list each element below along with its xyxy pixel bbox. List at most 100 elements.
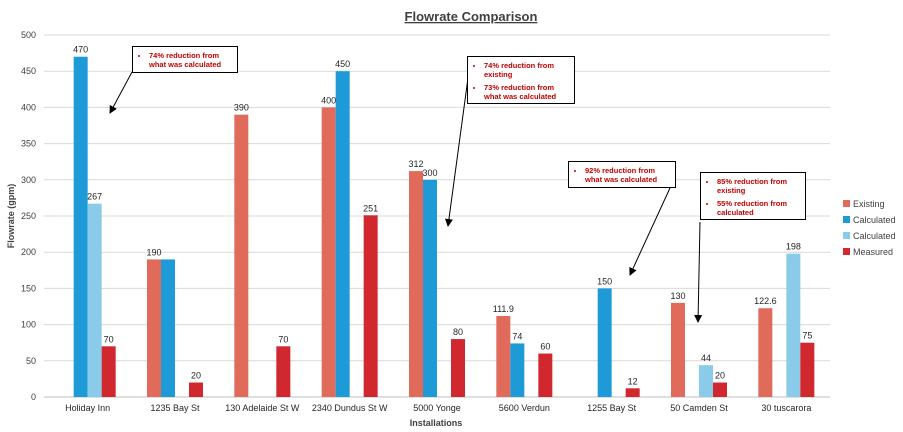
annotation-box-3: 92% reduction from what was calculated — [568, 161, 676, 188]
bar — [451, 339, 465, 397]
y-tick-label: 500 — [21, 30, 36, 40]
bar — [510, 343, 525, 397]
bar-value-label: 150 — [597, 276, 612, 286]
bar-value-label: 312 — [408, 159, 423, 169]
x-tick-label: 30 tuscarora — [761, 403, 811, 413]
bar-value-label: 198 — [786, 242, 801, 252]
bar — [335, 71, 350, 397]
bar — [786, 253, 801, 397]
bar-value-label: 20 — [715, 371, 725, 381]
chart-title: Flowrate Comparison — [405, 9, 538, 24]
legend-swatch — [843, 232, 850, 239]
bar-value-label: 75 — [802, 331, 812, 341]
bar — [189, 382, 203, 397]
y-tick-label: 450 — [21, 66, 36, 76]
annotation-line: 74% reduction from existing — [484, 61, 568, 80]
annotation-arrows — [109, 71, 703, 323]
bar — [671, 302, 685, 397]
annotation-box-2: 74% reduction from existing 73% reductio… — [467, 56, 575, 104]
bar — [147, 259, 161, 397]
annotation-arrow-1 — [109, 71, 133, 114]
bar — [597, 288, 612, 397]
bar — [423, 179, 437, 397]
bars — [73, 56, 815, 398]
bar — [363, 215, 378, 397]
bar-value-label: 111.9 — [493, 304, 514, 314]
bar — [409, 171, 423, 397]
y-tick-label: 0 — [31, 392, 36, 402]
bar-value-label: 251 — [363, 203, 378, 213]
y-tick-label: 100 — [21, 320, 36, 330]
annotation-arrow-4 — [694, 221, 703, 323]
annotation-box-1: 74% reduction from what was calculated — [132, 46, 238, 73]
legend: Existing Calculated Calculated Measured — [843, 199, 896, 257]
x-tick-label: 130 Adelaide St W — [225, 403, 300, 413]
bar — [496, 315, 511, 397]
x-tick-label: 5600 Verdun — [499, 403, 550, 413]
legend-label: Calculated — [853, 231, 896, 241]
bar-value-label: 122.6 — [754, 296, 777, 306]
legend-swatch — [843, 200, 850, 207]
bar-value-label: 300 — [422, 168, 437, 178]
legend-label: Calculated — [853, 215, 896, 225]
legend-swatch — [843, 248, 850, 255]
bar — [101, 346, 116, 397]
bar — [276, 346, 291, 397]
y-tick-label: 200 — [21, 247, 36, 257]
annotation-arrow-3 — [629, 187, 671, 276]
y-axis-title: Flowrate (gpm) — [6, 184, 16, 249]
x-tick-labels: Holiday Inn 1235 Bay St 130 Adelaide St W 2… — [65, 403, 811, 413]
bar-value-label: 74 — [512, 331, 522, 341]
bar — [758, 308, 773, 397]
bar-value-label: 80 — [453, 327, 463, 337]
bar-value-label: 470 — [73, 45, 88, 55]
bar-value-label: 400 — [321, 95, 336, 105]
bar — [73, 56, 88, 397]
x-tick-label: 1235 Bay St — [150, 403, 200, 413]
bar — [699, 365, 713, 397]
bar-value-label: 390 — [234, 103, 249, 113]
bar — [713, 382, 727, 397]
bar — [625, 388, 640, 397]
annotation-arrow-2 — [444, 77, 469, 227]
annotation-line: 73% reduction from what was calculated — [484, 83, 568, 102]
y-tick-label: 250 — [21, 211, 36, 221]
bar-value-label: 190 — [146, 247, 161, 257]
bar-value-label: 70 — [278, 334, 288, 344]
annotation-box-4: 85% reduction from existing 55% reductio… — [700, 172, 806, 220]
bar — [538, 353, 553, 397]
x-axis-title: Installations — [410, 418, 463, 428]
bar-value-label: 20 — [191, 371, 201, 381]
y-tick-label: 350 — [21, 139, 36, 149]
x-tick-label: Holiday Inn — [65, 403, 110, 413]
y-tick-label: 150 — [21, 283, 36, 293]
legend-label: Measured — [853, 247, 893, 257]
x-tick-label: 1255 Bay St — [587, 403, 637, 413]
bar-value-label: 12 — [628, 376, 638, 386]
legend-label: Existing — [853, 199, 885, 209]
y-tick-labels: 0 50 100 150 200 250 300 350 400 450 500 — [21, 30, 36, 402]
bar-value-label: 267 — [87, 192, 102, 202]
x-tick-label: 50 Camden St — [670, 403, 728, 413]
bar-value-label: 70 — [104, 334, 114, 344]
bar — [234, 114, 249, 397]
legend-swatch — [843, 216, 850, 223]
y-tick-label: 50 — [26, 356, 36, 366]
bar — [321, 107, 336, 398]
annotation-line: 85% reduction from existing — [717, 177, 799, 196]
y-tick-label: 300 — [21, 175, 36, 185]
bar-value-label: 130 — [670, 291, 685, 301]
bar-value-label: 60 — [540, 342, 550, 352]
annotation-line: 92% reduction from what was calculated — [585, 166, 669, 185]
annotation-line: 55% reduction from calculated — [717, 199, 799, 218]
annotation-line: 74% reduction from what was calculated — [149, 51, 231, 70]
bar — [800, 342, 815, 397]
bar-value-label: 44 — [701, 353, 711, 363]
y-tick-label: 400 — [21, 102, 36, 112]
x-tick-label: 5000 Yonge — [413, 403, 461, 413]
bar — [161, 259, 175, 397]
bar-value-label: 450 — [335, 59, 350, 69]
x-tick-label: 2340 Dundus St W — [312, 403, 388, 413]
